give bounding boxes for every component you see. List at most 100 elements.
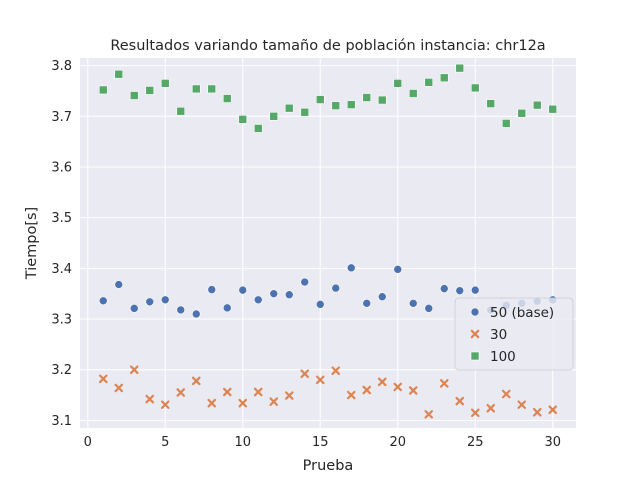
data-point-square bbox=[207, 84, 217, 94]
data-point-square bbox=[455, 63, 465, 73]
data-point-circle bbox=[424, 304, 434, 313]
y-tick-label: 3.8 bbox=[51, 59, 72, 74]
plot-background bbox=[80, 58, 576, 428]
data-point-circle bbox=[455, 286, 465, 295]
data-point-circle bbox=[160, 295, 170, 305]
data-point-x bbox=[486, 403, 496, 413]
data-point-x bbox=[424, 410, 434, 419]
data-point-square bbox=[532, 100, 542, 110]
data-point-circle bbox=[284, 290, 294, 299]
data-point-square bbox=[331, 101, 341, 110]
data-point-square bbox=[300, 107, 310, 117]
data-point-x bbox=[160, 400, 170, 409]
data-point-circle bbox=[315, 300, 325, 309]
data-point-x bbox=[548, 405, 558, 415]
data-point-square bbox=[98, 85, 108, 95]
data-point-square bbox=[393, 79, 403, 88]
data-point-x bbox=[269, 397, 279, 406]
data-point-square bbox=[284, 103, 294, 113]
data-point-square bbox=[114, 69, 124, 79]
data-point-square bbox=[470, 83, 480, 93]
legend-marker-square bbox=[470, 351, 480, 361]
y-tick-label: 3.4 bbox=[51, 262, 72, 277]
data-point-square bbox=[191, 84, 201, 94]
data-point-square bbox=[517, 108, 527, 118]
legend-marker-circle bbox=[470, 307, 480, 317]
data-point-x bbox=[455, 396, 465, 406]
data-point-square bbox=[486, 99, 496, 108]
data-point-x bbox=[145, 394, 155, 404]
x-tick-label: 20 bbox=[389, 435, 406, 450]
data-point-circle bbox=[300, 277, 310, 287]
data-point-x bbox=[315, 375, 325, 385]
data-point-x bbox=[501, 389, 511, 399]
x-tick-label: 10 bbox=[234, 435, 251, 450]
grid-lines bbox=[80, 58, 576, 428]
data-point-x bbox=[191, 376, 201, 386]
data-point-square bbox=[129, 91, 139, 100]
data-point-x bbox=[439, 379, 449, 388]
data-point-circle bbox=[191, 309, 201, 319]
data-point-circle bbox=[362, 299, 372, 308]
data-point-x bbox=[284, 391, 294, 400]
y-tick-label: 3.3 bbox=[51, 313, 72, 328]
data-point-square bbox=[176, 106, 186, 116]
y-axis-label: Tiempo[s] bbox=[24, 207, 40, 280]
data-point-square bbox=[377, 95, 387, 105]
data-point-x bbox=[129, 365, 139, 375]
data-point-circle bbox=[377, 292, 387, 302]
data-point-x bbox=[408, 386, 418, 395]
data-point-square bbox=[253, 124, 263, 133]
x-tick-label: 30 bbox=[544, 435, 561, 450]
data-point-x bbox=[362, 385, 372, 395]
data-point-circle bbox=[222, 303, 232, 313]
legend-box bbox=[454, 297, 574, 371]
data-point-x bbox=[346, 390, 356, 400]
tick-labels: 0 5 10 15 20 25 30 3.1 3.2 3.3 3.4 3.5 3.6 3.7 3.8 bbox=[51, 59, 561, 450]
chart-title: Resultados variando tamaño de población … bbox=[110, 38, 545, 54]
legend-label: 100 bbox=[490, 349, 516, 365]
data-point-square bbox=[222, 94, 232, 103]
x-axis-label: Prueba bbox=[303, 458, 354, 474]
data-point-circle bbox=[145, 297, 155, 307]
data-point-circle bbox=[98, 296, 108, 306]
data-point-x bbox=[238, 398, 248, 408]
data-point-x bbox=[331, 366, 341, 376]
data-point-x bbox=[176, 388, 186, 397]
data-point-square bbox=[408, 89, 418, 98]
data-point-x bbox=[393, 382, 403, 392]
data-point-circle bbox=[114, 280, 124, 289]
data-point-circle bbox=[346, 263, 356, 273]
y-tick-label: 3.7 bbox=[51, 110, 72, 125]
data-point-circle bbox=[238, 285, 248, 295]
data-point-square bbox=[160, 79, 170, 88]
data-point-circle bbox=[176, 305, 186, 315]
data-point-square bbox=[439, 73, 449, 83]
data-point-circle bbox=[408, 299, 418, 308]
data-point-circle bbox=[129, 304, 139, 313]
data-point-x bbox=[98, 374, 108, 384]
legend: 50 (base) 30 100 bbox=[454, 297, 574, 371]
data-point-square bbox=[362, 93, 372, 102]
series-x bbox=[98, 365, 558, 419]
data-point-circle bbox=[439, 284, 449, 293]
data-point-square bbox=[269, 111, 279, 121]
y-tick-label: 3.6 bbox=[51, 160, 72, 175]
data-point-x bbox=[377, 377, 387, 387]
x-tick-label: 25 bbox=[467, 435, 484, 450]
x-tick-label: 5 bbox=[161, 435, 169, 450]
data-point-square bbox=[548, 104, 558, 114]
data-point-x bbox=[253, 387, 263, 397]
data-point-x bbox=[532, 407, 542, 417]
y-tick-label: 3.5 bbox=[51, 211, 72, 226]
data-point-square bbox=[501, 119, 511, 128]
x-tick-label: 0 bbox=[84, 435, 92, 450]
data-point-square bbox=[238, 115, 248, 124]
data-point-x bbox=[517, 400, 527, 409]
data-point-x bbox=[207, 398, 217, 408]
data-point-square bbox=[315, 95, 325, 104]
data-point-circle bbox=[207, 285, 217, 294]
data-point-circle bbox=[253, 295, 263, 305]
data-point-x bbox=[114, 383, 124, 393]
